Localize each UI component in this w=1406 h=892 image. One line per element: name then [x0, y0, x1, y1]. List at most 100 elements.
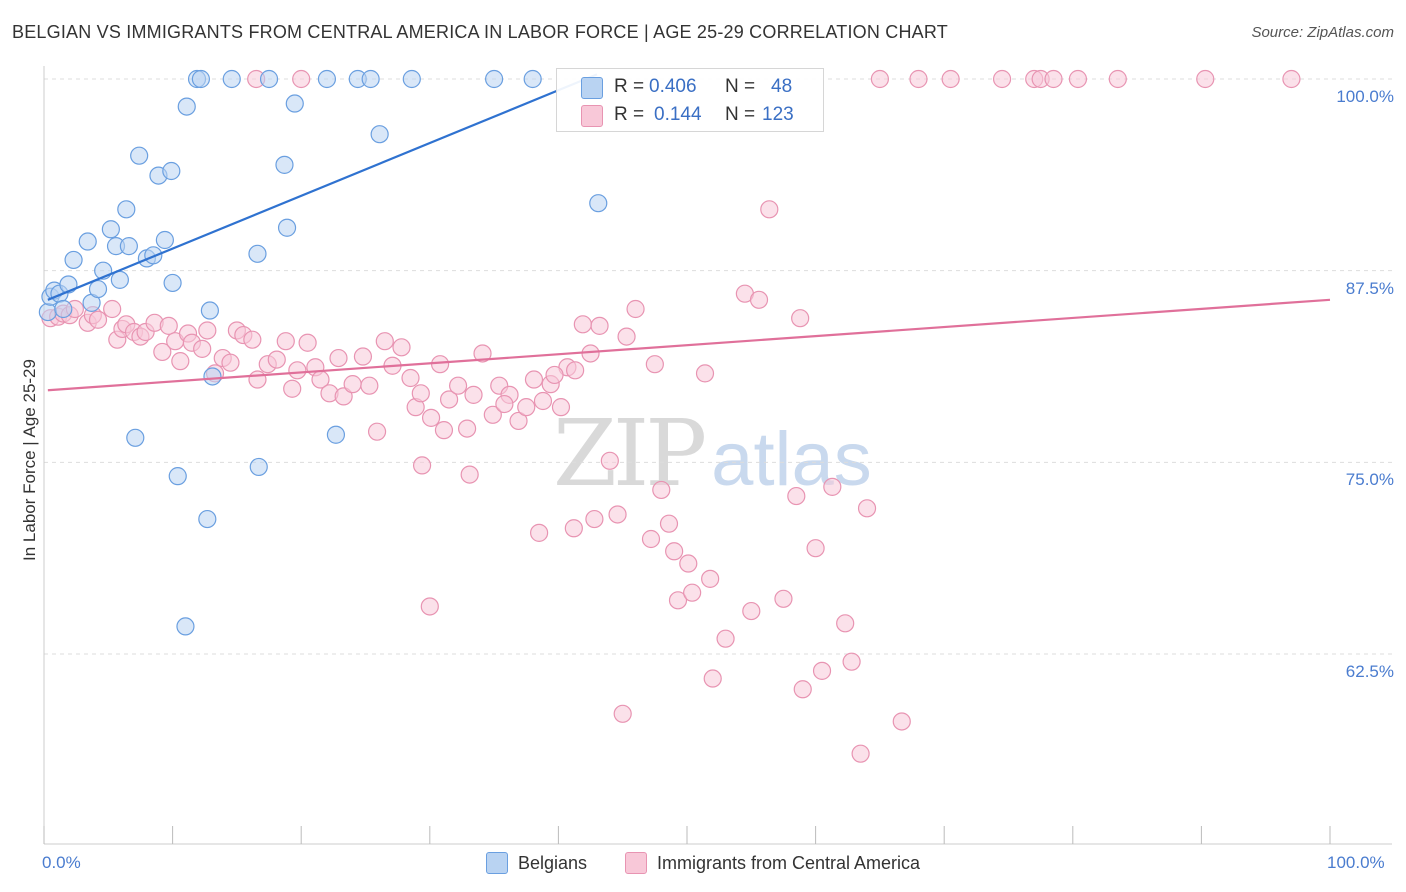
point-central-america — [566, 361, 585, 380]
trend-lines — [47, 73, 1331, 392]
legend-item-central-america: Immigrants from Central America — [625, 852, 920, 874]
point-central-america — [851, 744, 870, 763]
point-central-america — [1108, 69, 1127, 89]
point-central-america — [701, 569, 720, 588]
point-belgians — [191, 69, 210, 89]
y-tick-label: 62.5% — [1345, 662, 1394, 681]
point-central-america — [473, 344, 492, 363]
point-central-america — [353, 347, 373, 366]
point-belgians — [163, 273, 182, 293]
point-central-america — [787, 486, 806, 506]
x-tick-label-max: 100.0% — [1327, 853, 1385, 872]
point-central-america — [248, 370, 267, 389]
point-central-america — [448, 376, 468, 395]
point-central-america — [329, 348, 348, 368]
point-central-america — [695, 364, 715, 383]
point-central-america — [533, 391, 553, 411]
series-central-america-points — [41, 69, 1301, 763]
point-central-america — [749, 290, 769, 309]
point-central-america — [530, 523, 549, 542]
point-central-america — [742, 601, 761, 621]
point-central-america — [793, 680, 812, 699]
point-central-america — [267, 350, 286, 369]
point-belgians — [402, 69, 421, 89]
point-central-america — [909, 69, 928, 89]
r-value: 0.144 — [654, 104, 702, 125]
point-central-america — [243, 330, 262, 349]
point-central-america — [509, 411, 528, 431]
point-belgians — [285, 94, 304, 113]
point-central-america — [626, 299, 645, 319]
r-label: R = — [614, 76, 645, 97]
legend-label-central-america: Immigrants from Central America — [657, 852, 921, 873]
y-tick-label: 75.0% — [1345, 470, 1394, 489]
point-central-america — [483, 405, 502, 424]
point-central-america — [857, 499, 877, 518]
n-value: 48 — [771, 76, 793, 97]
point-central-america — [806, 539, 825, 558]
point-central-america — [716, 629, 735, 648]
point-central-america — [608, 505, 627, 524]
legend-row-central-america: R = 0.144 N = 123 — [557, 102, 823, 130]
point-central-america — [334, 387, 353, 406]
point-belgians — [176, 617, 195, 636]
point-central-america — [842, 652, 861, 671]
r-value: 0.406 — [649, 76, 697, 97]
point-central-america — [420, 597, 439, 616]
point-central-america — [193, 339, 212, 358]
point-belgians — [277, 218, 297, 237]
axes — [43, 66, 1392, 845]
point-central-america — [941, 69, 960, 89]
point-central-america — [430, 355, 450, 374]
point-belgians — [275, 155, 294, 174]
point-central-america — [343, 375, 362, 394]
point-central-america — [870, 69, 890, 89]
n-label: N = — [725, 104, 756, 125]
point-belgians — [200, 301, 219, 320]
point-central-america — [564, 519, 583, 538]
point-central-america — [367, 422, 387, 441]
point-central-america — [1196, 69, 1215, 89]
point-central-america — [645, 355, 664, 374]
point-belgians — [198, 509, 217, 529]
n-value: 123 — [762, 104, 794, 125]
point-central-america — [641, 529, 661, 549]
point-central-america — [551, 398, 571, 417]
r-label: R = — [614, 104, 645, 125]
point-central-america — [823, 477, 842, 496]
point-belgians — [54, 299, 73, 319]
point-central-america — [298, 333, 317, 352]
point-central-america — [159, 316, 178, 335]
point-central-america — [439, 390, 459, 409]
legend-row-belgians: R = 0.406 N = 48 — [557, 74, 823, 102]
point-central-america — [836, 614, 855, 633]
chart-title: BELGIAN VS IMMIGRANTS FROM CENTRAL AMERI… — [12, 22, 948, 42]
point-belgians — [88, 279, 108, 299]
point-central-america — [617, 327, 636, 346]
point-central-america — [457, 419, 477, 438]
point-belgians — [130, 146, 149, 165]
point-central-america — [1068, 69, 1088, 89]
point-central-america — [668, 591, 688, 610]
n-label: N = — [725, 76, 756, 97]
point-central-america — [103, 299, 122, 319]
point-central-america — [659, 514, 679, 533]
point-central-america — [198, 321, 217, 340]
point-central-america — [573, 315, 592, 334]
central-america-swatch — [625, 852, 647, 874]
point-belgians — [326, 425, 346, 444]
point-belgians — [162, 161, 181, 181]
point-central-america — [88, 310, 108, 329]
point-belgians — [248, 244, 267, 263]
point-central-america — [652, 480, 671, 500]
y-tick-label: 100.0% — [1336, 87, 1394, 106]
point-central-america — [360, 376, 379, 395]
point-belgians — [370, 125, 389, 144]
point-central-america — [401, 368, 420, 388]
point-central-america — [679, 554, 698, 573]
point-central-america — [585, 509, 604, 529]
point-belgians — [155, 230, 174, 250]
point-central-america — [411, 384, 430, 403]
point-central-america — [1282, 69, 1301, 89]
trend-line-central-america — [47, 298, 1331, 392]
